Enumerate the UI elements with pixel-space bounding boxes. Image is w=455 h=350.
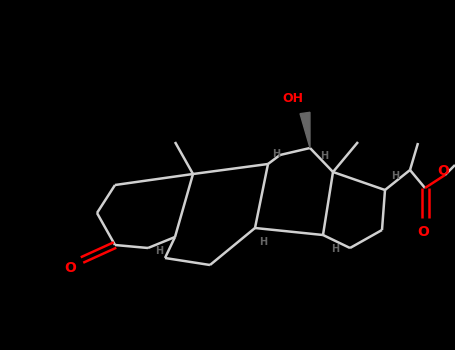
Text: OH: OH	[283, 92, 303, 105]
Text: H: H	[272, 149, 280, 159]
Text: H: H	[259, 237, 267, 247]
Text: H: H	[155, 246, 163, 256]
Text: O: O	[64, 261, 76, 275]
Text: H: H	[320, 151, 328, 161]
Text: H: H	[331, 244, 339, 254]
Text: H: H	[391, 171, 399, 181]
Text: O: O	[417, 225, 429, 239]
Text: O: O	[437, 164, 449, 178]
Polygon shape	[300, 112, 310, 148]
